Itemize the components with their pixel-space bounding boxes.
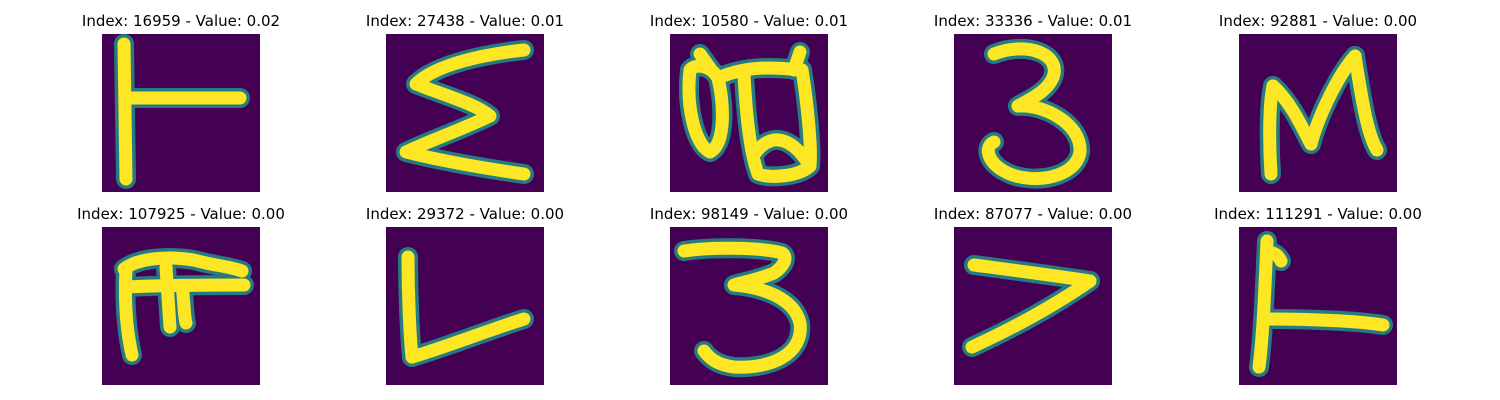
panel-title: Index: 16959 - Value: 0.02: [81, 12, 281, 30]
panel-title: Index: 98149 - Value: 0.00: [649, 205, 849, 223]
panel-title: Index: 29372 - Value: 0.00: [365, 205, 565, 223]
glyph-image: [102, 227, 260, 385]
glyph-image: [670, 227, 828, 385]
glyph-image: [1239, 227, 1397, 385]
panel-title: Index: 27438 - Value: 0.01: [365, 12, 565, 30]
glyph-image: [954, 227, 1112, 385]
glyph-image: [670, 34, 828, 192]
glyph-image: [386, 227, 544, 385]
glyph-image: [386, 34, 544, 192]
panel-title: Index: 33336 - Value: 0.01: [933, 12, 1133, 30]
glyph-image: [102, 34, 260, 192]
panel-title: Index: 107925 - Value: 0.00: [77, 205, 285, 223]
panel-title: Index: 87077 - Value: 0.00: [933, 205, 1133, 223]
glyph-image: [1239, 34, 1397, 192]
panel-title: Index: 92881 - Value: 0.00: [1218, 12, 1418, 30]
panel-title: Index: 111291 - Value: 0.00: [1214, 205, 1422, 223]
panel-title: Index: 10580 - Value: 0.01: [649, 12, 849, 30]
glyph-image: [954, 34, 1112, 192]
